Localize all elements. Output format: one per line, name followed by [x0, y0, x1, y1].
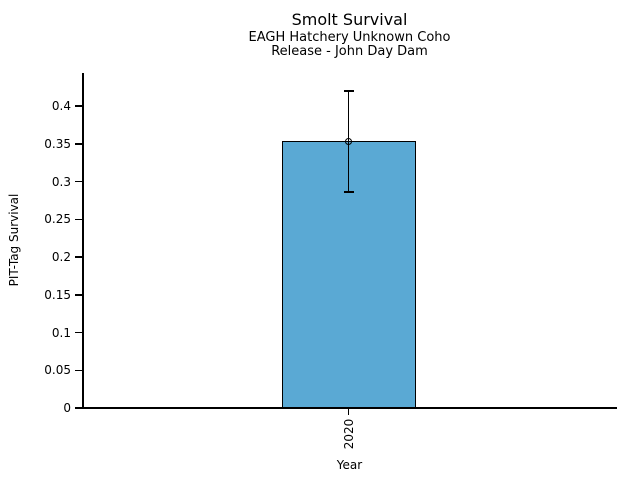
- y-tick-label: 0: [63, 401, 71, 415]
- y-tick: [75, 105, 82, 107]
- y-tick: [75, 256, 82, 258]
- y-tick: [75, 294, 82, 296]
- chart-title: Smolt Survival: [291, 10, 408, 29]
- y-tick-label: 0.25: [44, 212, 71, 227]
- x-axis-spine: [75, 407, 617, 409]
- y-tick: [75, 331, 82, 334]
- y-tick-label: 0.3: [51, 174, 71, 189]
- chart-subtitle-line1: EAGH Hatchery Unknown Coho: [248, 30, 451, 45]
- y-tick: [75, 369, 82, 371]
- x-axis-label: Year: [336, 458, 363, 472]
- error-bar-cap-bottom: [343, 191, 354, 193]
- y-tick: [75, 143, 82, 145]
- y-tick-label: 0.35: [44, 136, 71, 151]
- y-tick-label: 0.05: [44, 363, 71, 378]
- chart-subtitle-line2: Release - John Day Dam: [271, 44, 428, 59]
- y-tick-label: 0.4: [51, 99, 71, 113]
- error-bar-cap-top: [343, 90, 354, 92]
- y-axis-spine: [82, 73, 84, 408]
- y-tick-label: 0.15: [44, 287, 71, 302]
- y-tick: [75, 407, 82, 409]
- mean-marker-circle-icon: [345, 137, 352, 145]
- y-tick-label: 0.1: [51, 325, 71, 340]
- x-tick: [347, 409, 350, 416]
- y-tick: [75, 218, 82, 220]
- y-tick: [75, 180, 82, 183]
- y-tick-label: 0.2: [51, 250, 71, 264]
